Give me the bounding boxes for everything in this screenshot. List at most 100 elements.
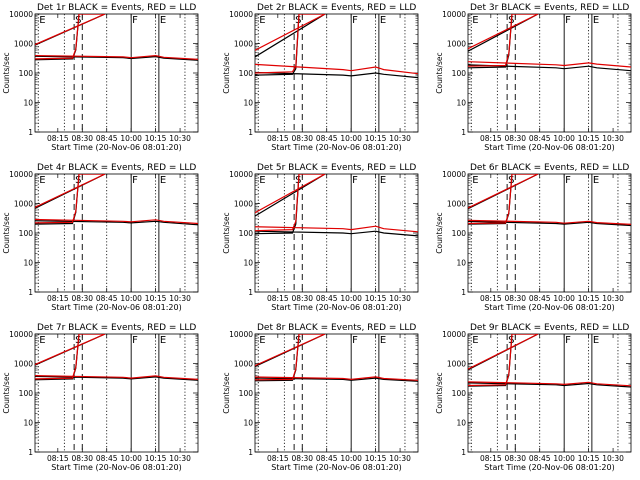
y-tick-label: 1000 xyxy=(447,200,466,209)
x-tick-label: 08:15 xyxy=(267,294,289,303)
x-tick-label: 10:00 xyxy=(553,294,575,303)
series-line-lld xyxy=(255,174,418,233)
x-tick-label: 10:30 xyxy=(602,134,624,143)
x-tick-label: 10:00 xyxy=(120,134,142,143)
x-axis-label: Start Time (20-Nov-06 08:01:20) xyxy=(51,143,181,152)
x-tick-label: 10:15 xyxy=(145,454,167,463)
x-tick-label: 10:30 xyxy=(602,294,624,303)
y-tick-label: 100 xyxy=(452,389,467,398)
y-tick-label: 1000 xyxy=(234,200,253,209)
panel-title: Det 8r BLACK = Events, RED = LLD xyxy=(257,323,416,333)
x-tick-label: 08:30 xyxy=(71,134,93,143)
marker-label: F xyxy=(352,335,358,346)
x-tick-label: 10:00 xyxy=(553,454,575,463)
marker-label: E xyxy=(259,175,265,186)
x-tick-label: 08:15 xyxy=(480,454,502,463)
marker-label: F xyxy=(132,15,138,26)
y-tick-label: 10000 xyxy=(229,330,253,339)
plot-frame xyxy=(254,333,419,453)
x-tick-label: 08:45 xyxy=(529,134,551,143)
y-tick-label: 10000 xyxy=(442,10,466,19)
x-tick-label: 10:30 xyxy=(389,454,411,463)
x-tick-label: 08:30 xyxy=(71,294,93,303)
marker-label: E xyxy=(472,15,478,26)
x-tick-label: 08:30 xyxy=(504,294,526,303)
y-tick-label: 10 xyxy=(456,259,466,268)
x-tick-label: 10:15 xyxy=(145,294,167,303)
plot-frame xyxy=(467,333,632,453)
plot-frame xyxy=(34,13,199,133)
marker-label: F xyxy=(565,15,571,26)
x-tick-label: 08:45 xyxy=(96,294,118,303)
y-tick-label: 100 xyxy=(452,69,467,78)
marker-label: F xyxy=(352,175,358,186)
marker-label: F xyxy=(565,175,571,186)
x-tick-label: 08:45 xyxy=(529,294,551,303)
x-tick-label: 10:30 xyxy=(169,294,191,303)
panel-title: Det 1r BLACK = Events, RED = LLD xyxy=(37,3,196,13)
x-tick-label: 08:30 xyxy=(291,294,313,303)
y-axis-label: Counts/sec xyxy=(222,212,231,253)
y-tick-label: 100 xyxy=(452,229,467,238)
x-axis-label: Start Time (20-Nov-06 08:01:20) xyxy=(271,143,401,152)
x-tick-label: 10:00 xyxy=(120,454,142,463)
y-tick-label: 1 xyxy=(28,448,33,457)
panel-8: Det 8r BLACK = Events, RED = LLD 1 10 100 10… xyxy=(222,323,419,472)
x-tick-label: 08:15 xyxy=(47,454,69,463)
x-axis-label: Start Time (20-Nov-06 08:01:20) xyxy=(271,303,401,312)
x-tick-label: 08:45 xyxy=(316,294,338,303)
y-tick-label: 1000 xyxy=(14,360,33,369)
y-tick-label: 100 xyxy=(239,69,254,78)
marker-label: E xyxy=(160,335,166,346)
y-axis-label: Counts/sec xyxy=(435,212,444,253)
series-line-lld xyxy=(468,174,631,225)
y-tick-label: 10000 xyxy=(229,10,253,19)
series-line-lld xyxy=(255,14,418,75)
x-tick-label: 10:15 xyxy=(365,454,387,463)
marker-label: F xyxy=(565,335,571,346)
y-tick-label: 10 xyxy=(456,419,466,428)
y-tick-label: 10000 xyxy=(442,330,466,339)
y-axis-label: Counts/sec xyxy=(222,372,231,413)
y-tick-label: 100 xyxy=(19,389,34,398)
x-tick-label: 10:30 xyxy=(602,454,624,463)
panel-title: Det 2r BLACK = Events, RED = LLD xyxy=(257,3,416,13)
x-tick-label: 08:15 xyxy=(480,134,502,143)
marker-label: E xyxy=(593,15,599,26)
x-tick-label: 08:15 xyxy=(47,294,69,303)
y-tick-label: 10000 xyxy=(9,170,33,179)
series-line-lld xyxy=(35,14,198,60)
y-tick-label: 10 xyxy=(23,99,33,108)
x-tick-label: 10:00 xyxy=(340,294,362,303)
plot-frame xyxy=(467,13,632,133)
series-line-events xyxy=(255,14,418,79)
x-tick-label: 08:30 xyxy=(71,454,93,463)
x-axis-label: Start Time (20-Nov-06 08:01:20) xyxy=(271,463,401,472)
y-tick-label: 1 xyxy=(248,288,253,297)
y-tick-label: 1 xyxy=(461,288,466,297)
y-tick-label: 1000 xyxy=(14,40,33,49)
marker-label: E xyxy=(593,175,599,186)
marker-label: E xyxy=(39,335,45,346)
x-tick-label: 08:30 xyxy=(504,134,526,143)
marker-label: E xyxy=(380,15,386,26)
series-line-lld xyxy=(255,334,418,381)
y-tick-label: 10000 xyxy=(229,170,253,179)
y-tick-label: 10 xyxy=(23,419,33,428)
x-tick-label: 08:30 xyxy=(291,454,313,463)
y-axis-label: Counts/sec xyxy=(435,372,444,413)
x-tick-label: 08:15 xyxy=(267,134,289,143)
x-axis-label: Start Time (20-Nov-06 08:01:20) xyxy=(484,303,614,312)
x-tick-label: 08:45 xyxy=(529,454,551,463)
y-axis-label: Counts/sec xyxy=(2,372,11,413)
y-axis-label: Counts/sec xyxy=(435,52,444,93)
marker-label: E xyxy=(39,175,45,186)
plot-frame xyxy=(34,333,199,453)
x-tick-label: 10:15 xyxy=(578,134,600,143)
x-tick-label: 08:45 xyxy=(316,454,338,463)
x-tick-label: 08:30 xyxy=(504,454,526,463)
marker-label: E xyxy=(39,15,45,26)
x-tick-label: 08:45 xyxy=(96,454,118,463)
